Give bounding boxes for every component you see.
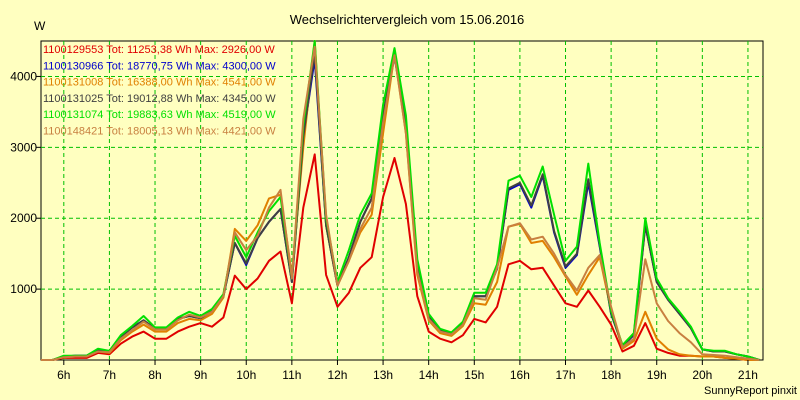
grid <box>41 41 763 360</box>
x-tick-label: 10h <box>236 368 256 382</box>
y-tick-label: 2000 <box>10 211 37 225</box>
chart-title: Wechselrichtervergleich vom 15.06.2016 <box>290 12 525 27</box>
y-tick-label: 4000 <box>10 69 37 83</box>
x-tick-label: 19h <box>647 368 667 382</box>
x-tick-label: 17h <box>555 368 575 382</box>
y-tick-label: 3000 <box>10 140 37 154</box>
series-lines <box>41 40 760 361</box>
x-tick-label: 12h <box>327 368 347 382</box>
series-line-1100131074 <box>41 40 760 361</box>
x-tick-label: 20h <box>692 368 712 382</box>
y-axis-label: W <box>34 19 46 33</box>
x-tick-label: 9h <box>194 368 207 382</box>
x-tick-label: 8h <box>148 368 161 382</box>
legend-entry-1100148421: 1100148421 Tot: 18005,13 Wh Max: 4421,00… <box>43 126 276 138</box>
x-tick-label: 21h <box>738 368 758 382</box>
x-tick-label: 13h <box>373 368 393 382</box>
x-tick-label: 15h <box>464 368 484 382</box>
x-tick-label: 7h <box>103 368 116 382</box>
x-tick-label: 14h <box>419 368 439 382</box>
series-line-1100129553 <box>41 153 760 361</box>
x-tick-label: 11h <box>282 368 301 382</box>
legend-entry-1100129553: 1100129553 Tot: 11253,38 Wh Max: 2926,00… <box>43 44 275 56</box>
x-tick-label: 6h <box>57 368 70 382</box>
legend-entry-1100130966: 1100130966 Tot: 18770,75 Wh Max: 4300,00… <box>43 60 276 72</box>
x-tick-label: 18h <box>601 368 621 382</box>
x-tick-label: 16h <box>510 368 530 382</box>
y-tick-label: 1000 <box>10 282 37 296</box>
series-line-1100148421 <box>41 45 760 361</box>
legend: 1100129553 Tot: 11253,38 Wh Max: 2926,00… <box>43 44 276 138</box>
axes: 6h 7h 8h 9h 10h 11h 12h 13h 14h 15h 16h 17h 18h 19h 20… <box>10 69 758 382</box>
footer-credit: SunnyReport pinxit <box>704 385 797 397</box>
legend-entry-1100131008: 1100131008 Tot: 16388,00 Wh Max: 4541,00… <box>43 77 276 89</box>
legend-entry-1100131074: 1100131074 Tot: 19883,63 Wh Max: 4519,00… <box>43 109 276 121</box>
legend-entry-1100131025: 1100131025 Tot: 19012,88 Wh Max: 4345,00… <box>43 93 276 105</box>
